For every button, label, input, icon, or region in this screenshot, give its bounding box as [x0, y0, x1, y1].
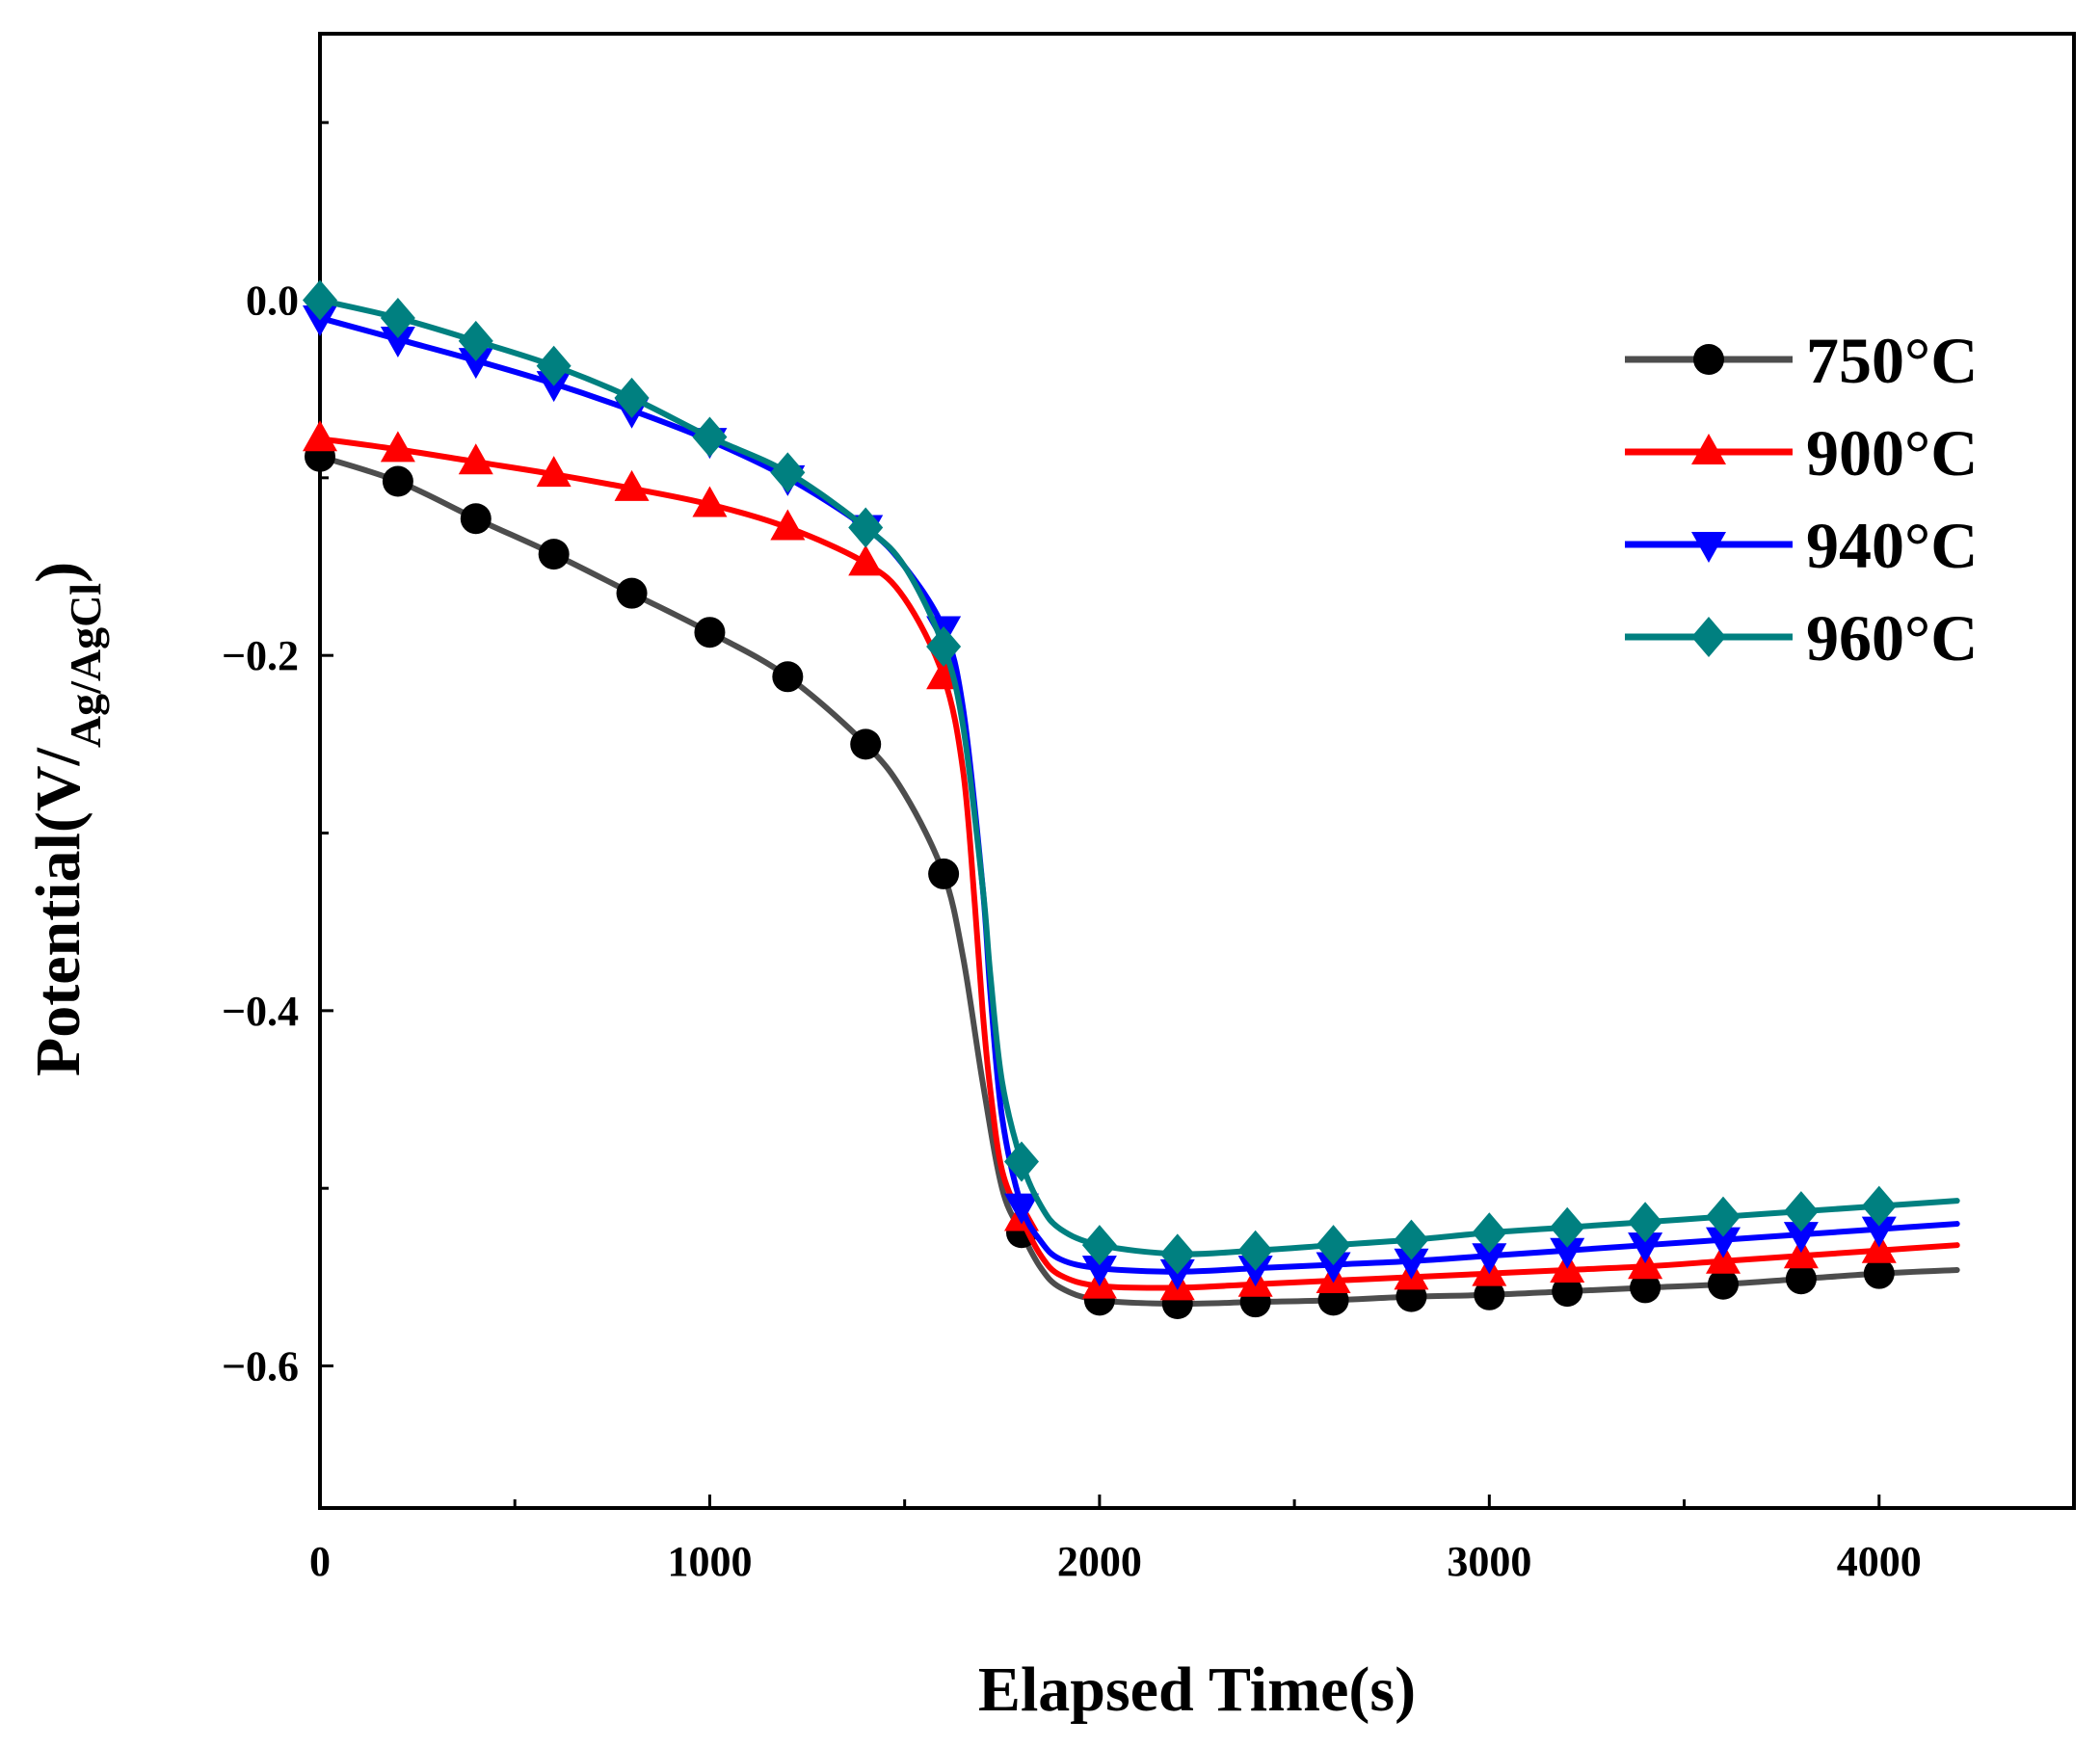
data-point	[926, 625, 962, 667]
data-point	[1159, 1233, 1195, 1275]
series-960°C	[303, 279, 1960, 1275]
series-line	[317, 453, 1960, 1308]
data-point	[1783, 1237, 1819, 1269]
legend-label: 960°C	[1806, 601, 1978, 675]
data-point	[303, 420, 337, 452]
data-point	[538, 539, 570, 570]
legend-item: 960°C	[1625, 601, 1978, 675]
data-point	[614, 377, 650, 418]
data-point	[1316, 1225, 1351, 1266]
legend-marker	[1691, 617, 1726, 657]
data-point	[1783, 1222, 1819, 1254]
data-point	[1628, 1248, 1663, 1280]
legend-item: 900°C	[1625, 416, 1978, 490]
x-tick-label: 0	[309, 1538, 331, 1585]
data-point	[1861, 1216, 1897, 1248]
data-point	[1237, 1230, 1273, 1271]
series-line	[317, 436, 1960, 1291]
data-point	[1237, 1256, 1273, 1287]
tick-labels: 0 1000 2000 3000 4000 0.0 −0.2 −0.4 −0.6	[222, 278, 1922, 1585]
data-point	[380, 297, 415, 338]
data-point	[1861, 1231, 1897, 1263]
y-axis-title-main: Potential(V/	[23, 746, 93, 1076]
data-point	[1081, 1225, 1117, 1266]
data-point	[850, 728, 882, 760]
data-point	[303, 304, 337, 336]
x-tick-label: 2000	[1057, 1538, 1142, 1585]
legend-item: 750°C	[1625, 324, 1978, 397]
data-point	[1628, 1202, 1663, 1243]
legend-marker	[1691, 434, 1726, 464]
x-tick-label: 4000	[1837, 1538, 1922, 1585]
data-point	[458, 320, 493, 361]
data-point	[1004, 1141, 1039, 1182]
y-axis-title-subscript: Ag/AgCl	[61, 583, 110, 748]
data-point	[536, 345, 572, 386]
data-point	[458, 348, 493, 380]
data-point	[614, 469, 650, 501]
data-point	[1550, 1206, 1585, 1248]
data-point	[1316, 1252, 1351, 1284]
y-tick-label: −0.4	[222, 988, 299, 1035]
data-point	[1628, 1232, 1663, 1264]
data-point	[303, 279, 337, 321]
x-axis-title: Elapsed Time(s)	[978, 1654, 1416, 1725]
data-point	[1472, 1243, 1507, 1275]
data-point	[770, 452, 806, 493]
data-point	[1081, 1256, 1117, 1287]
data-point	[1706, 1196, 1741, 1237]
legend-label: 750°C	[1806, 324, 1978, 397]
data-point	[1394, 1248, 1429, 1280]
data-point	[848, 507, 884, 548]
data-point	[382, 465, 413, 497]
series-line	[317, 297, 1960, 1257]
data-point	[536, 456, 572, 488]
legend-label: 940°C	[1806, 509, 1978, 582]
data-point	[1785, 1263, 1817, 1295]
data-point	[380, 327, 415, 358]
data-point	[1783, 1191, 1819, 1232]
x-tick-label: 3000	[1447, 1538, 1531, 1585]
data-point	[772, 661, 804, 693]
data-point	[770, 509, 806, 541]
data-point	[1394, 1219, 1429, 1260]
series-750°C	[305, 440, 1960, 1320]
data-point	[928, 858, 960, 889]
data-point	[616, 577, 648, 609]
data-point	[458, 443, 493, 475]
data-point	[1708, 1268, 1739, 1300]
data-point	[694, 617, 726, 649]
plot-area-frame	[318, 32, 2076, 1510]
data-point	[536, 371, 572, 403]
x-tick-label: 1000	[667, 1538, 752, 1585]
series-layer	[303, 279, 1960, 1320]
y-tick-label: −0.6	[222, 1343, 299, 1390]
data-point	[1630, 1272, 1661, 1304]
data-point	[692, 486, 728, 517]
data-point	[1472, 1212, 1507, 1254]
data-point	[692, 416, 728, 458]
data-point	[1550, 1237, 1585, 1269]
y-axis-title: Potential(V/Ag/AgCl)	[23, 562, 110, 1076]
data-point	[1863, 1257, 1895, 1289]
legend-item: 940°C	[1625, 509, 1978, 582]
legend-marker	[1691, 532, 1726, 563]
data-point	[848, 544, 884, 576]
legend-label: 900°C	[1806, 416, 1978, 490]
data-point	[1552, 1276, 1583, 1308]
data-point	[460, 503, 492, 535]
data-point	[1706, 1227, 1741, 1258]
data-point	[380, 431, 415, 463]
y-axis-title-close: )	[23, 562, 93, 583]
data-point	[1159, 1258, 1195, 1290]
data-point	[1706, 1242, 1741, 1274]
legend-marker	[1693, 344, 1724, 375]
legend: 750°C 900°C 940°C 960°C	[1625, 324, 1978, 675]
y-tick-label: −0.2	[222, 632, 299, 679]
data-point	[1004, 1193, 1039, 1225]
y-tick-label: 0.0	[246, 278, 299, 325]
data-point	[1861, 1185, 1897, 1227]
data-point	[1474, 1279, 1505, 1310]
